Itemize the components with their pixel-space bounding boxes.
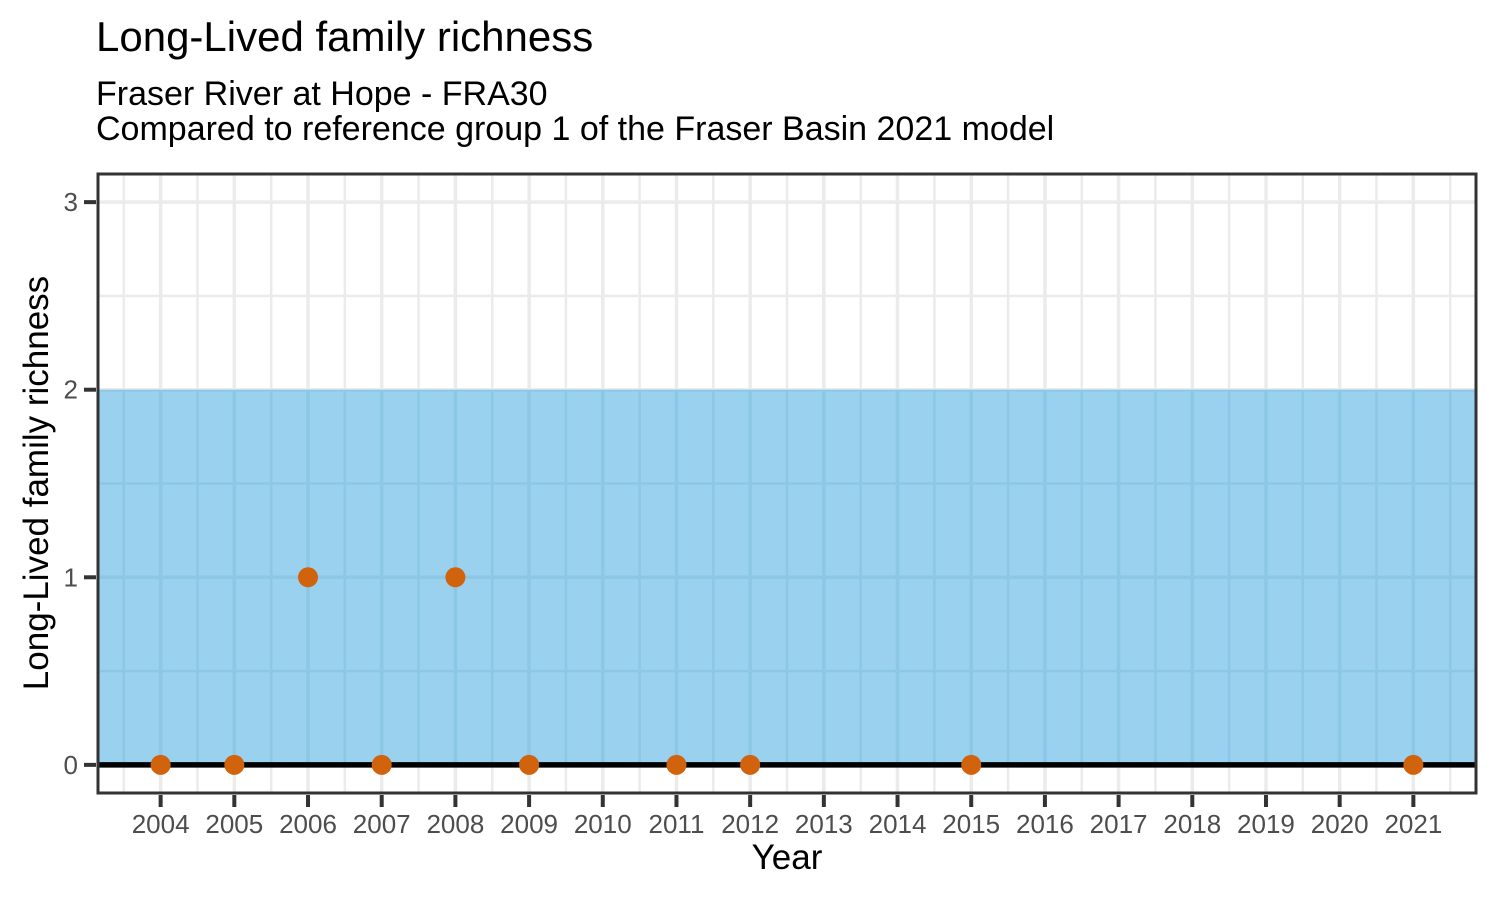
- data-point-2005: [224, 754, 245, 775]
- x-tick-label: 2021: [1384, 809, 1442, 839]
- chart-title: Long-Lived family richness: [96, 13, 594, 60]
- x-axis-title: Year: [751, 838, 823, 877]
- x-tick-label: 2008: [426, 809, 484, 839]
- x-tick-label: 2011: [649, 809, 705, 839]
- x-tick-label: 2006: [279, 809, 337, 839]
- chart-subtitle-line-1: Fraser River at Hope - FRA30: [96, 75, 548, 113]
- x-tick-label: 2009: [500, 809, 558, 839]
- data-point-2008: [445, 567, 466, 588]
- y-tick-label: 1: [64, 562, 78, 592]
- reference-band-gridlines: [98, 389, 1476, 765]
- data-point-2011: [666, 754, 687, 775]
- data-point-2007: [371, 754, 392, 775]
- data-point-2006: [298, 567, 319, 588]
- data-point-2012: [740, 754, 761, 775]
- axis-ticks: 2004 2005 2006 2007 2008 2009 2010 2011 2012 2013…: [64, 187, 1443, 839]
- x-tick-label: 2014: [869, 809, 927, 839]
- data-points: [150, 567, 1424, 775]
- chart-subtitle-line-2: Compared to reference group 1 of the Fra…: [96, 109, 1055, 148]
- x-tick-label: 2004: [132, 809, 190, 839]
- panel-border: [96, 172, 1478, 795]
- x-tick-label: 2010: [574, 809, 632, 839]
- x-tick-label: 2016: [1016, 809, 1074, 839]
- data-point-2004: [150, 754, 171, 775]
- x-tick-label: 2018: [1163, 809, 1221, 839]
- data-point-2015: [961, 754, 982, 775]
- x-tick-label: 2017: [1090, 809, 1148, 839]
- y-tick-label: 2: [64, 375, 78, 405]
- y-tick-label: 0: [64, 750, 78, 780]
- x-tick-label: 2005: [205, 809, 263, 839]
- x-tick-label: 2007: [353, 809, 411, 839]
- x-tick-label: 2013: [795, 809, 853, 839]
- x-tick-label: 2012: [721, 809, 779, 839]
- y-tick-label: 3: [64, 187, 78, 217]
- x-tick-label: 2020: [1311, 809, 1369, 839]
- data-point-2009: [519, 754, 540, 775]
- chart-subtitle: Fraser River at Hope - FRA30 Compared to…: [96, 77, 1054, 146]
- x-tick-label: 2015: [942, 809, 1000, 839]
- data-point-2021: [1403, 754, 1424, 775]
- y-axis-title: Long-Lived family richness: [17, 275, 56, 691]
- x-tick-label: 2019: [1237, 809, 1295, 839]
